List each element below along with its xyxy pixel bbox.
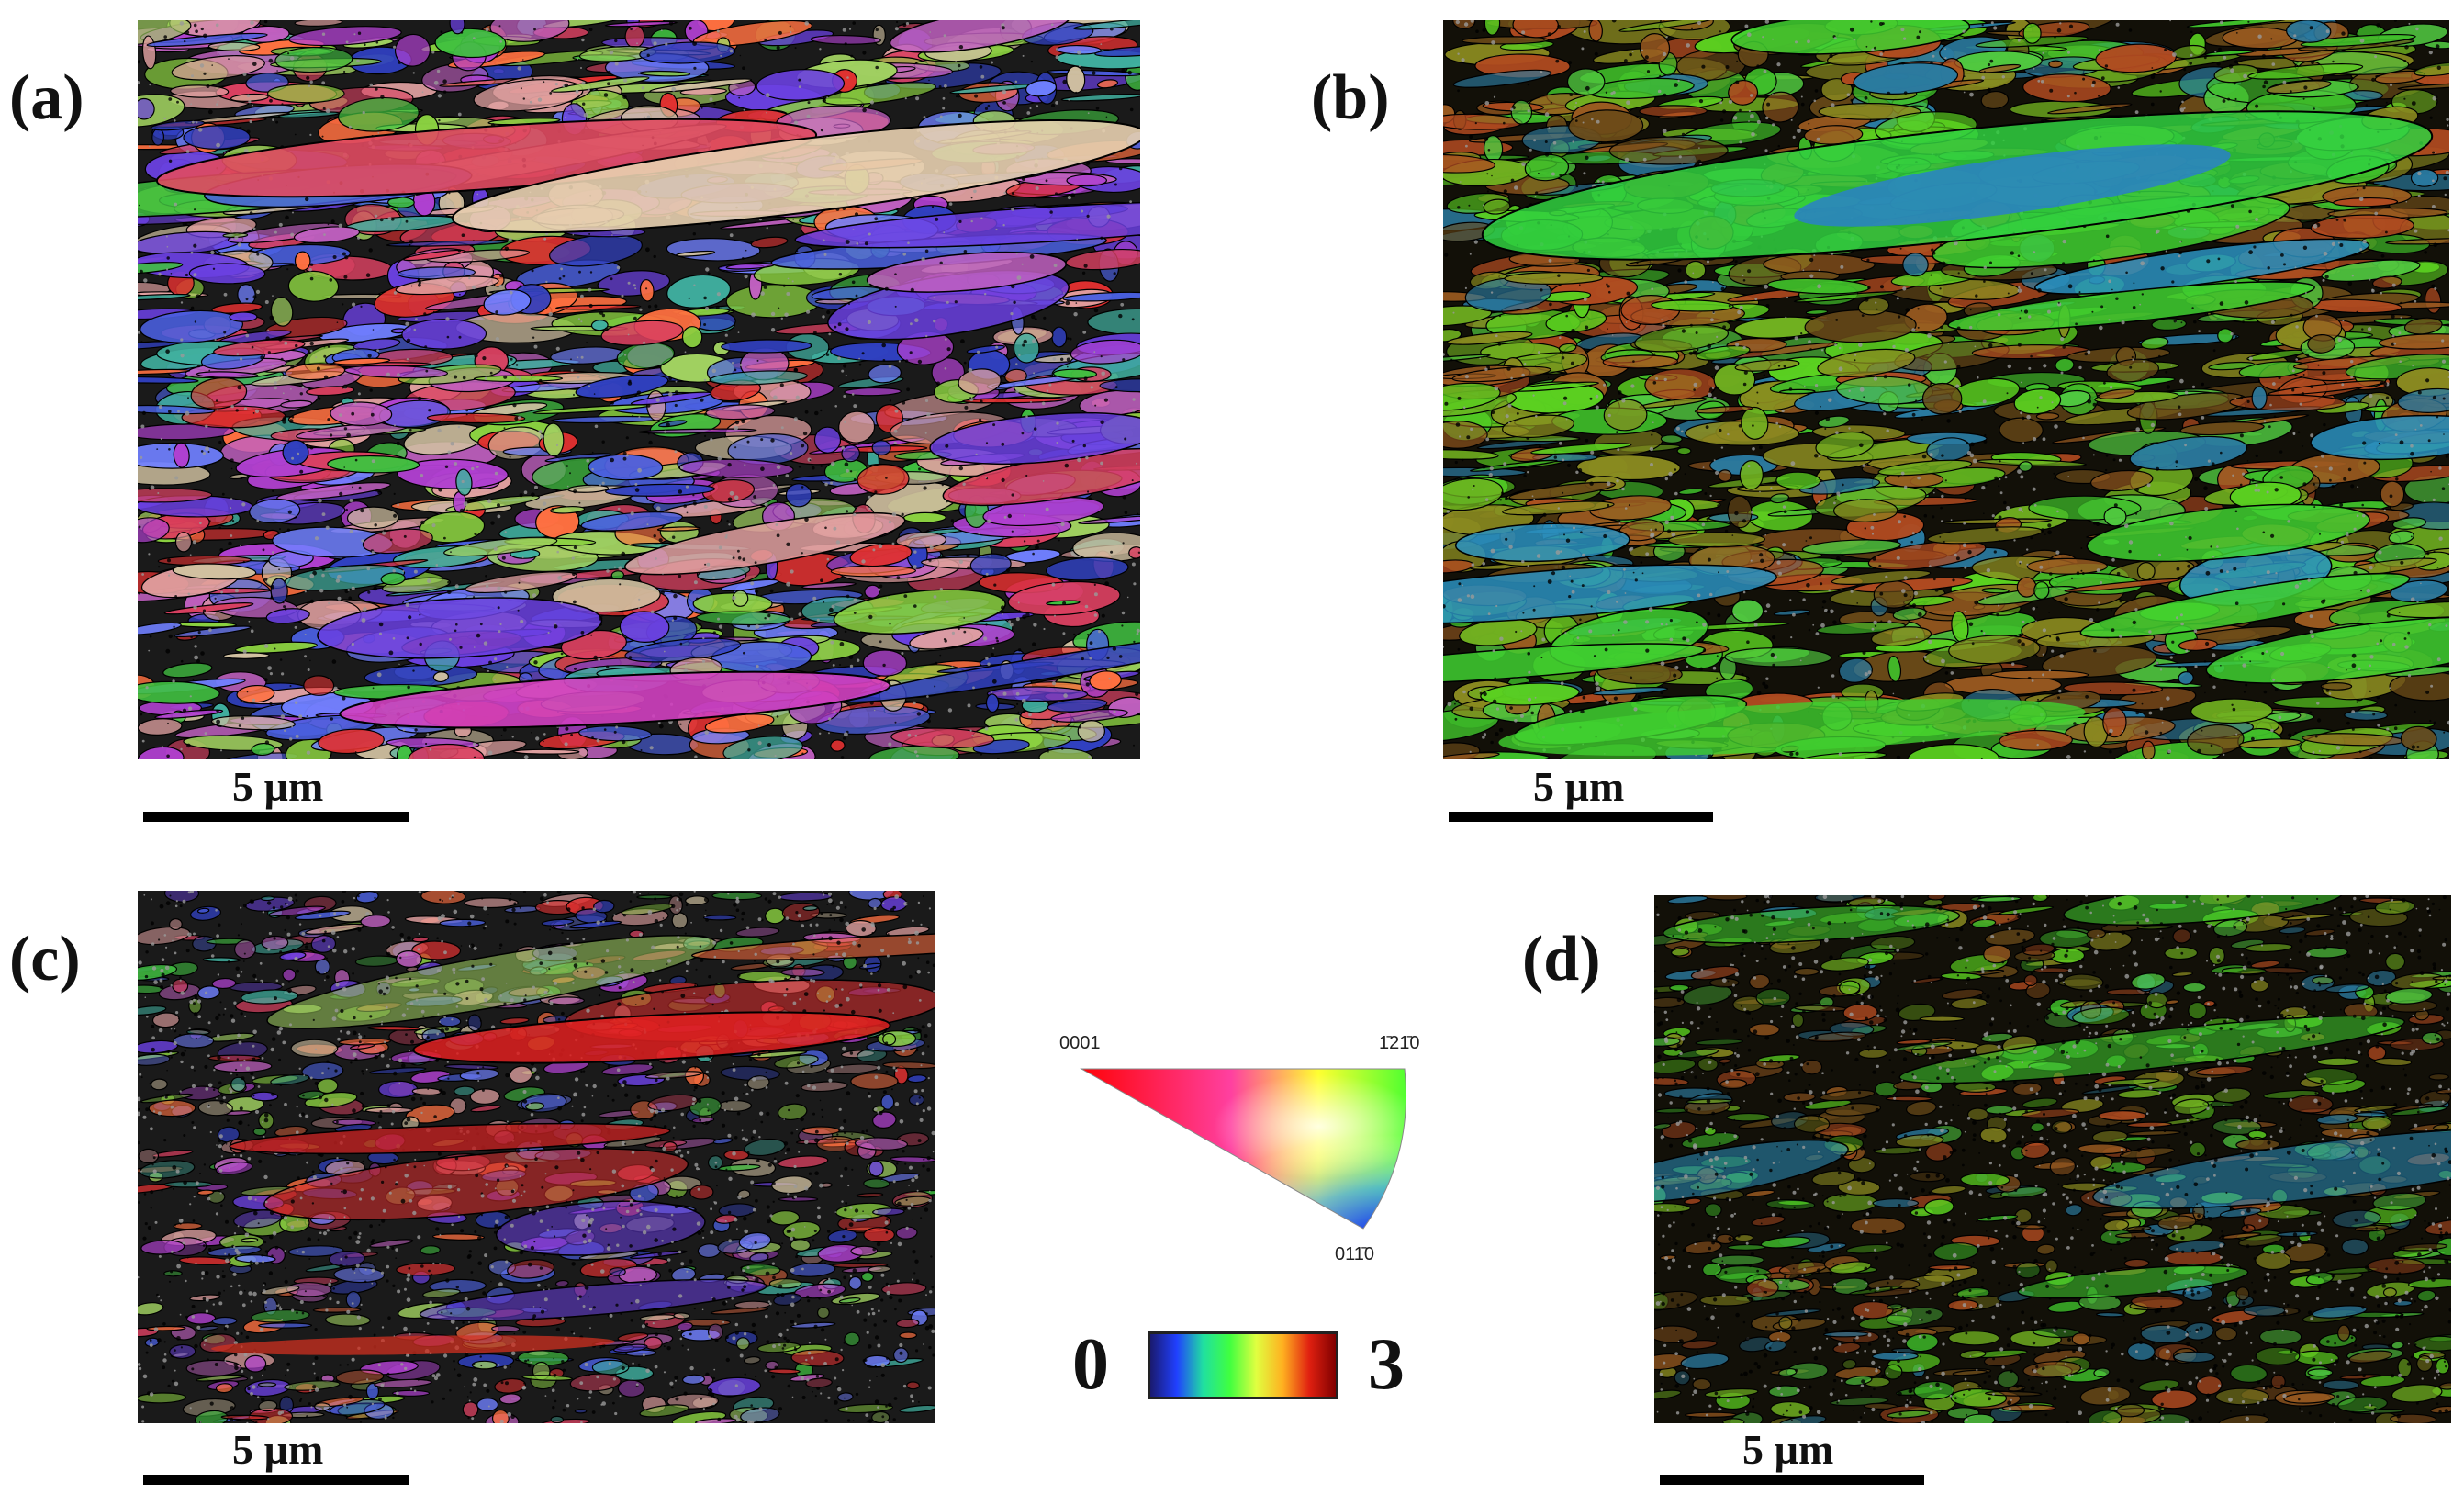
- kam-map-d-svg: [1654, 895, 2451, 1423]
- panel-label-b: (b): [1311, 62, 1390, 133]
- ipf-label-01m10: 011̄0: [1335, 1244, 1375, 1264]
- scale-bar-d: [1660, 1475, 1924, 1485]
- kam-map-b: [1443, 20, 2449, 759]
- panel-label-d: (d): [1522, 924, 1601, 994]
- ipf-triangle: [1080, 1068, 1407, 1230]
- ipf-label-0001: 0001: [1059, 1033, 1101, 1053]
- panel-label-a: (a): [9, 62, 84, 133]
- scale-bar-a: [143, 812, 409, 822]
- scale-label-d: 5 µm: [1742, 1426, 1834, 1473]
- colorbar-max-label: 3: [1368, 1324, 1405, 1405]
- ebsd-ipf-map-a: [138, 20, 1140, 759]
- scale-bar-c: [143, 1475, 409, 1485]
- scale-label-a: 5 µm: [232, 763, 324, 810]
- colorbar-min-label: 0: [1072, 1324, 1109, 1405]
- ebsd-ipf-map-c: [138, 891, 935, 1423]
- ipf-map-a-svg: [138, 20, 1140, 759]
- kam-map-b-svg: [1443, 20, 2449, 759]
- ipf-map-c-svg: [138, 891, 935, 1423]
- panel-label-c: (c): [9, 924, 81, 994]
- kam-colorbar: [1148, 1331, 1338, 1399]
- ipf-color-key: 0001 1̄21̄0 011̄0: [1059, 1028, 1423, 1264]
- scale-label-b: 5 µm: [1533, 763, 1625, 810]
- scale-bar-b: [1449, 812, 1713, 822]
- ipf-label-m12m10: 1̄21̄0: [1379, 1033, 1420, 1053]
- scale-label-c: 5 µm: [232, 1426, 324, 1473]
- kam-map-d: [1654, 895, 2451, 1423]
